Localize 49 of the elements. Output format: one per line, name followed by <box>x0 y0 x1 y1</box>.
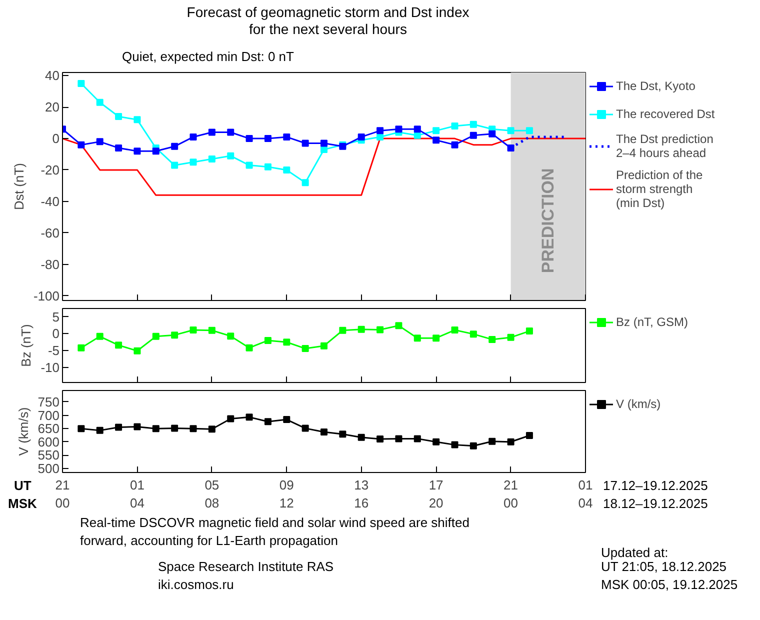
legend-label: The Dst prediction 2–4 hours ahead <box>616 132 714 160</box>
legend-label: V (km/s) <box>616 397 661 411</box>
y-tick-label: -10 <box>40 360 60 375</box>
y-tick-label: -40 <box>40 194 60 209</box>
x-tick-label: 21 00 <box>55 478 70 510</box>
y-tick-label: 40 <box>45 68 60 84</box>
legend-label: The Dst, Kyoto <box>616 79 696 93</box>
x-tick-label: 01 04 <box>578 478 593 510</box>
text: MSK 00:05, 19.12.2025 <box>601 576 738 594</box>
y-tick-label: 550 <box>38 448 60 463</box>
text: Updated at: <box>601 544 668 562</box>
y-axis-title: Dst (nT) <box>11 163 26 210</box>
y-tick-label: 700 <box>38 408 60 423</box>
y-tick-label: 600 <box>38 434 60 450</box>
y-axis-title: Bz (nT) <box>18 324 34 367</box>
y-tick-label: 0 <box>52 131 60 146</box>
text: Real-time DSCOVR magnetic field and solar wind speed are shifted <box>80 514 470 532</box>
x-tick-label: 21 00 <box>504 478 518 510</box>
text: 17.12–19.12.2025 <box>603 477 708 495</box>
x-tick-label: 01 04 <box>130 478 144 510</box>
legend-label: Prediction of the storm strength (min Dst) <box>616 168 703 210</box>
y-tick-label: 500 <box>38 461 60 476</box>
x-tick-label: 17 20 <box>428 478 444 510</box>
y-tick-label: -5 <box>48 343 60 358</box>
y-tick-label: 5 <box>52 309 60 324</box>
y-tick-label: -100 <box>33 288 60 304</box>
annotation: PREDICTION <box>538 168 558 274</box>
text: iki.cosmos.ru <box>158 576 234 594</box>
x-tick-label: 05 08 <box>204 478 220 510</box>
y-tick-label: -80 <box>40 256 60 272</box>
text: Quiet, expected min Dst: 0 nT <box>122 48 294 66</box>
y-tick-label: -20 <box>40 162 60 178</box>
text: UT 21:05, 18.12.2025 <box>601 559 727 576</box>
text: forward, accounting for L1-Earth propagation <box>80 532 338 550</box>
y-axis-title: V (km/s) <box>16 407 31 456</box>
text: UT <box>14 477 32 495</box>
y-tick-label: 650 <box>38 421 60 436</box>
y-tick-label: 0 <box>52 326 60 342</box>
x-tick-label: 13 16 <box>354 478 369 510</box>
legend-label: The recovered Dst <box>616 107 715 121</box>
text: 18.12–19.12.2025 <box>603 495 708 513</box>
legend-label: Bz (nT, GSM) <box>616 315 688 329</box>
x-tick-label: 09 12 <box>279 478 294 510</box>
y-tick-label: 750 <box>38 394 60 410</box>
text: MSK <box>8 495 37 513</box>
text: Space Research Institute RAS <box>158 558 334 576</box>
y-tick-label: -60 <box>40 225 60 240</box>
chart-title: Forecast of geomagnetic storm and Dst index for the next several hours <box>186 3 470 39</box>
y-tick-label: 20 <box>45 100 60 115</box>
